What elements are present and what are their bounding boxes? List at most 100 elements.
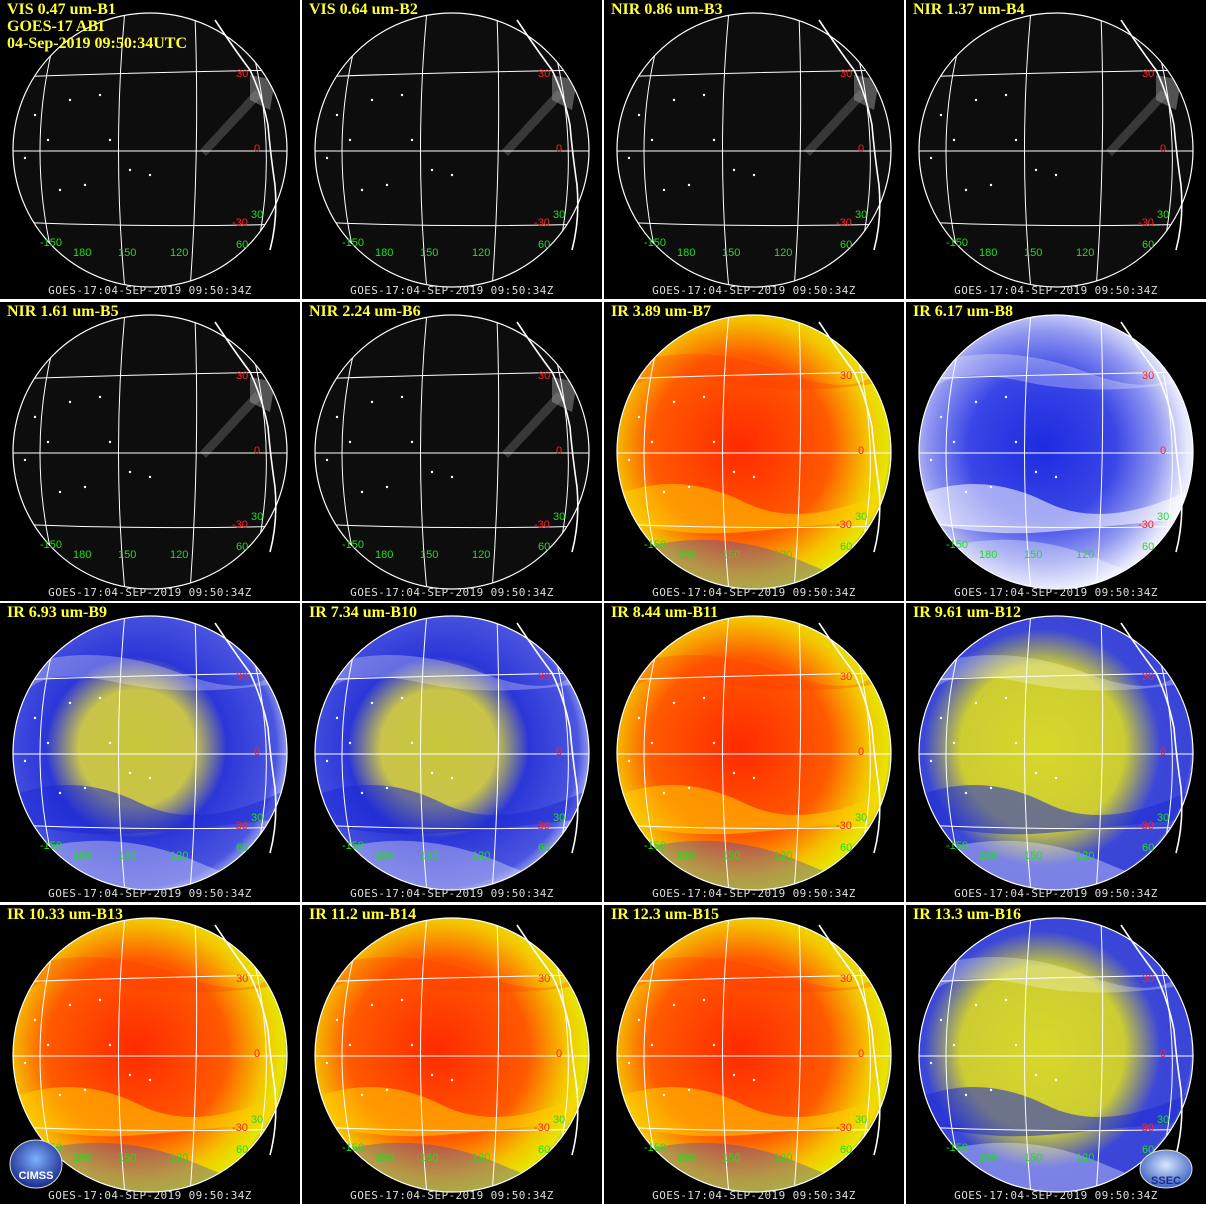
latitude-label: 30 — [840, 973, 852, 985]
island-mark — [687, 183, 691, 187]
island-mark — [1014, 138, 1018, 142]
latitude-label: 30 — [1157, 812, 1169, 824]
band-title: VIS 0.47 um-B1 — [7, 1, 116, 18]
longitude-label: 60 — [1142, 239, 1154, 251]
latitude-label: 0 — [1160, 143, 1166, 155]
island-mark — [325, 1061, 329, 1064]
longitude-label: 120 — [1076, 247, 1094, 259]
latitude-label: 30 — [251, 1114, 263, 1126]
longitude-label: 180 — [979, 549, 997, 561]
coastline — [818, 19, 881, 251]
island-mark — [627, 156, 631, 160]
coastline — [516, 622, 579, 854]
coastline — [1120, 622, 1183, 854]
island-mark — [83, 485, 87, 488]
island-mark — [83, 786, 87, 790]
latitude-label: -30 — [836, 820, 852, 832]
island-mark — [23, 458, 27, 461]
island-mark — [1014, 1043, 1018, 1046]
coastline — [214, 622, 277, 854]
latitude-label: -30 — [1138, 217, 1154, 229]
coastline — [516, 924, 579, 1155]
latitude-label: 30 — [855, 209, 867, 221]
island-mark — [650, 440, 654, 443]
longitude-label: 60 — [1142, 541, 1154, 553]
longitude-label: 120 — [170, 549, 188, 561]
longitude-label: 120 — [774, 247, 792, 259]
longitude-label: 120 — [472, 549, 490, 561]
island-mark — [637, 1018, 641, 1021]
longitude-label: 60 — [236, 1144, 248, 1156]
band-title: IR 11.2 um-B14 — [309, 905, 417, 923]
island-mark — [450, 1078, 454, 1081]
island-mark — [348, 440, 352, 443]
latitude-label: 30 — [538, 68, 550, 80]
longitude-label: 180 — [73, 549, 91, 561]
island-mark — [939, 1018, 943, 1021]
latitude-label: 30 — [538, 973, 550, 985]
island-mark — [1004, 998, 1008, 1001]
island-mark — [939, 415, 943, 418]
island-mark — [385, 1088, 389, 1091]
island-mark — [964, 1093, 968, 1096]
longitude-label: 180 — [73, 1152, 91, 1164]
island-mark — [1034, 1073, 1038, 1076]
island-mark — [939, 716, 943, 720]
longitude-label: -150 — [342, 237, 364, 249]
graticule — [617, 13, 891, 287]
latitude-label: 0 — [556, 1048, 562, 1060]
island-mark — [46, 138, 50, 142]
earth-disk — [13, 13, 287, 287]
longitude-label: 150 — [722, 549, 740, 561]
longitude-label: 150 — [420, 247, 438, 259]
island-mark — [929, 156, 933, 160]
island-mark — [702, 395, 706, 398]
longitude-label: 60 — [538, 842, 550, 854]
longitude-label: 120 — [472, 850, 490, 862]
band-panel: 30 0 -30 30 -150 180 150 120 60 VIS 0.47 um-B1 GOE… — [0, 0, 300, 299]
band-panel: 30 0 -30 30 -150 180 150 120 60 IR 3.89 um-B7 GOES… — [604, 301, 904, 601]
ssec-logo-text: SSEC — [1151, 1175, 1181, 1187]
longitude-label: 60 — [840, 842, 852, 854]
coastline — [214, 321, 277, 552]
earth-disk — [617, 13, 891, 287]
island-mark — [952, 1043, 956, 1046]
earth-disk — [315, 13, 589, 287]
island-mark — [939, 113, 943, 117]
island-mark — [952, 741, 956, 745]
longitude-label: 60 — [840, 239, 852, 251]
longitude-label: 120 — [472, 247, 490, 259]
latitude-label: 30 — [840, 671, 852, 683]
band-title: IR 6.17 um-B8 — [913, 302, 1014, 320]
island-mark — [687, 485, 691, 488]
band-panel: 30 0 -30 30 -150 180 150 120 60 IR 6.17 um-B8 GOES… — [906, 301, 1206, 601]
island-mark — [989, 183, 993, 187]
longitude-label: 150 — [722, 850, 740, 862]
island-mark — [148, 776, 152, 780]
longitude-label: -150 — [342, 840, 364, 852]
island-mark — [33, 716, 37, 720]
island-mark — [650, 138, 654, 142]
longitude-label: -150 — [40, 237, 62, 249]
island-mark — [46, 1043, 50, 1046]
island-mark — [370, 400, 374, 403]
island-mark — [23, 1061, 27, 1064]
longitude-label: 180 — [375, 549, 393, 561]
latitude-label: -30 — [1138, 519, 1154, 531]
island-mark — [360, 490, 364, 493]
island-mark — [148, 173, 152, 177]
island-mark — [128, 771, 132, 775]
latitude-label: -30 — [232, 820, 248, 832]
coastline — [1120, 924, 1183, 1155]
longitude-label: 150 — [1024, 1152, 1042, 1164]
island-mark — [662, 1093, 666, 1096]
longitude-label: 180 — [979, 850, 997, 862]
longitude-label: 150 — [1024, 247, 1042, 259]
latitude-label: 30 — [251, 511, 263, 523]
panel-footer-timestamp: GOES-17:04-SEP-2019 09:50:34Z — [652, 1188, 856, 1202]
band-title: NIR 2.24 um-B6 — [309, 302, 421, 320]
island-mark — [1054, 776, 1058, 780]
coastline — [516, 321, 579, 552]
